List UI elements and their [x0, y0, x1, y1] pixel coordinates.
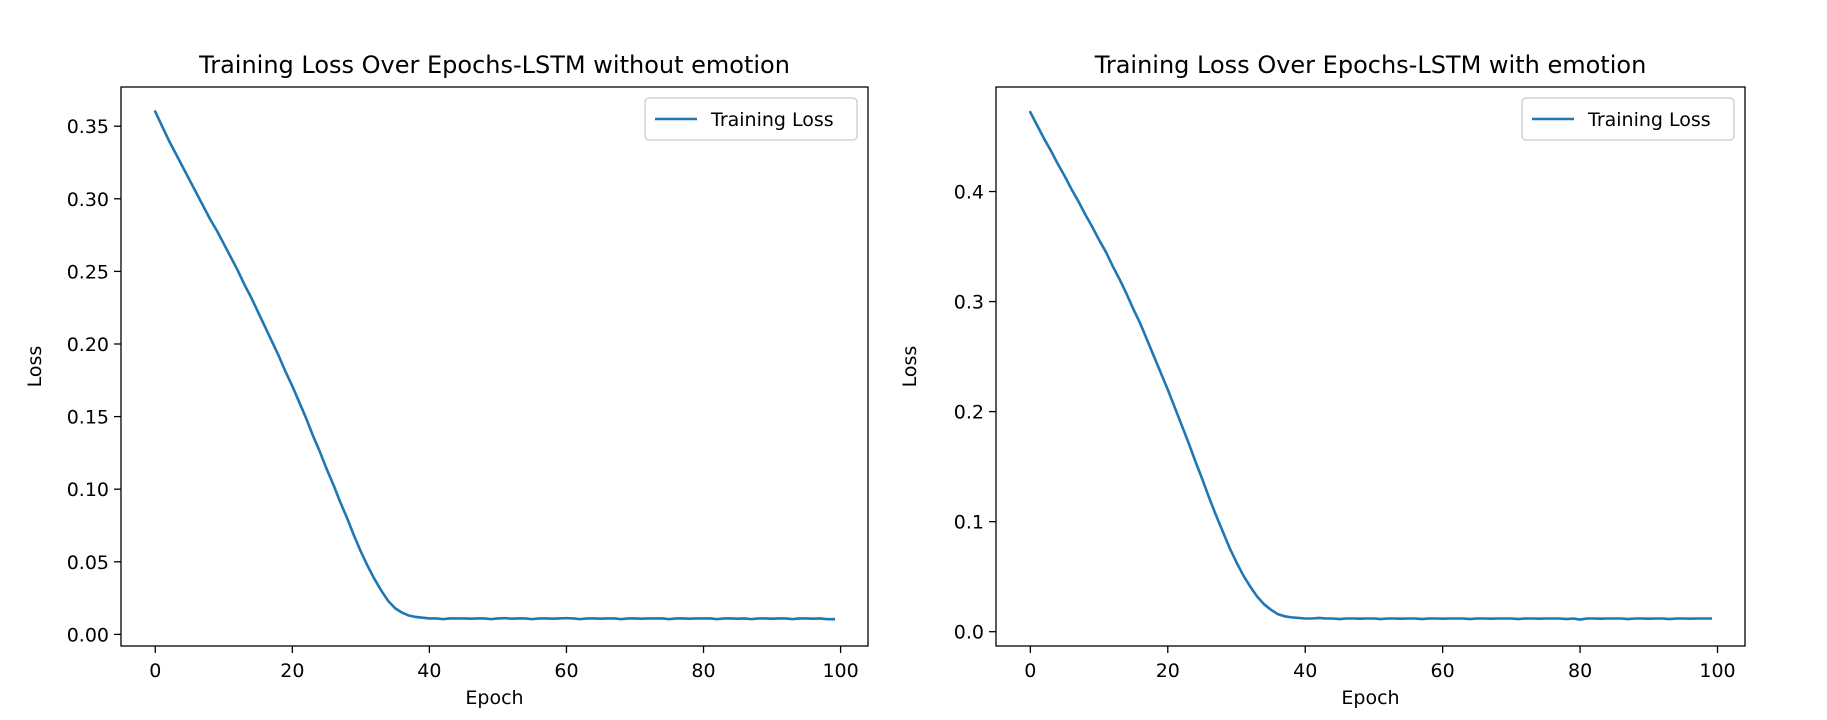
- series-line-1: [1028, 110, 1712, 621]
- chart-2: Training Loss Over Epochs-LSTM with emot…: [899, 51, 1746, 709]
- y-tick-label: 0.35: [67, 116, 109, 138]
- x-tick-label: 40: [417, 660, 441, 682]
- y-tick-label: 0.3: [954, 292, 984, 314]
- chart-1: Training Loss Over Epochs-LSTM without e…: [24, 51, 869, 709]
- plot-frame: [995, 86, 1746, 647]
- x-tick-label: 100: [822, 660, 858, 682]
- plot-frame: [120, 86, 869, 647]
- series-line-1: [153, 109, 836, 621]
- y-tick-label: 0.25: [67, 261, 109, 283]
- x-axis-label: Epoch: [1341, 687, 1399, 709]
- legend: Training Loss: [1521, 97, 1735, 141]
- x-tick-label: 20: [1156, 660, 1180, 682]
- legend-label: Training Loss: [1587, 109, 1711, 131]
- legend-box: [1521, 97, 1735, 141]
- x-tick-label: 80: [1568, 660, 1592, 682]
- y-tick-label: 0.4: [954, 182, 984, 204]
- x-tick-label: 60: [1431, 660, 1455, 682]
- y-tick-label: 0.05: [67, 552, 109, 574]
- legend-box: [644, 97, 858, 141]
- x-tick-label: 0: [149, 660, 161, 682]
- y-tick-label: 0.2: [954, 402, 984, 424]
- x-tick-label: 60: [554, 660, 578, 682]
- x-axis-label: Epoch: [465, 687, 523, 709]
- legend-label: Training Loss: [710, 109, 834, 131]
- chart-title: Training Loss Over Epochs-LSTM without e…: [198, 51, 790, 79]
- y-tick-label: 0.0: [954, 622, 984, 644]
- y-tick-label: 0.10: [67, 479, 109, 501]
- y-tick-label: 0.30: [67, 189, 109, 211]
- x-tick-label: 0: [1024, 660, 1036, 682]
- y-tick-label: 0.15: [67, 407, 109, 429]
- legend: Training Loss: [644, 97, 858, 141]
- x-tick-label: 40: [1293, 660, 1317, 682]
- y-tick-label: 0.1: [954, 512, 984, 534]
- y-axis-label: Loss: [24, 346, 46, 388]
- y-axis-label: Loss: [899, 346, 921, 388]
- x-tick-label: 100: [1699, 660, 1735, 682]
- x-tick-label: 80: [691, 660, 715, 682]
- chart-title: Training Loss Over Epochs-LSTM with emot…: [1094, 51, 1647, 79]
- y-tick-label: 0.20: [67, 334, 109, 356]
- x-tick-label: 20: [280, 660, 304, 682]
- y-tick-label: 0.00: [67, 624, 109, 646]
